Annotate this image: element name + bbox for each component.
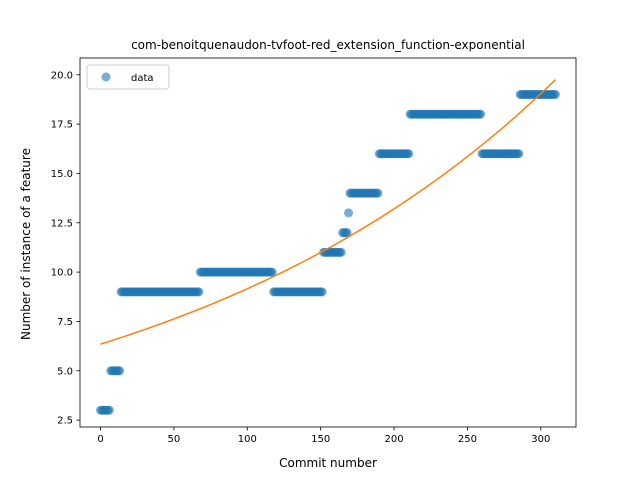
y-tick-label: 7.5 [57,317,73,328]
data-point [104,405,114,415]
data-point [514,149,524,159]
data-point [336,247,346,257]
data-point [476,109,486,119]
x-tick-label: 150 [311,434,330,445]
x-tick-label: 100 [238,434,257,445]
x-tick-label: 50 [168,434,181,445]
y-tick-label: 5.0 [57,366,73,377]
legend: data [86,64,170,90]
legend-box [86,64,170,90]
x-tick-label: 300 [531,434,550,445]
plot-background [80,58,576,427]
legend-marker-data [101,72,111,82]
x-tick-label: 250 [458,434,477,445]
data-point [115,366,125,376]
data-point [344,208,354,218]
data-point [373,188,383,198]
axes: 0 50 100 150 200 250 300 2.5 5.0 7.5 10.0 12.5 15.0 1… [51,57,577,445]
data-point [550,90,560,100]
legend-label-data: data [131,73,154,84]
axes-frame [79,57,577,428]
y-tick-label: 10.0 [51,268,73,279]
y-tick-label: 2.5 [57,416,73,427]
plot-area [80,58,576,427]
x-tick-label: 0 [97,434,103,445]
y-tick-label: 15.0 [51,169,73,180]
data-point [194,287,204,297]
data-point [317,287,327,297]
chart-title: com-benoitquenaudon-tvfoot-red_extension… [131,38,525,52]
x-tick-label: 200 [384,434,403,445]
data-point [404,149,414,159]
y-tick-label: 20.0 [51,70,73,81]
data-point [267,267,277,277]
y-axis-label: Number of instance of a feature [19,148,33,340]
data-point [342,228,352,238]
fit-line-group [100,79,556,345]
data-points [96,90,560,415]
y-tick-label: 12.5 [51,218,73,229]
x-axis-label: Commit number [279,456,377,470]
fit-line [100,79,556,345]
y-tick-label: 17.5 [51,120,73,131]
